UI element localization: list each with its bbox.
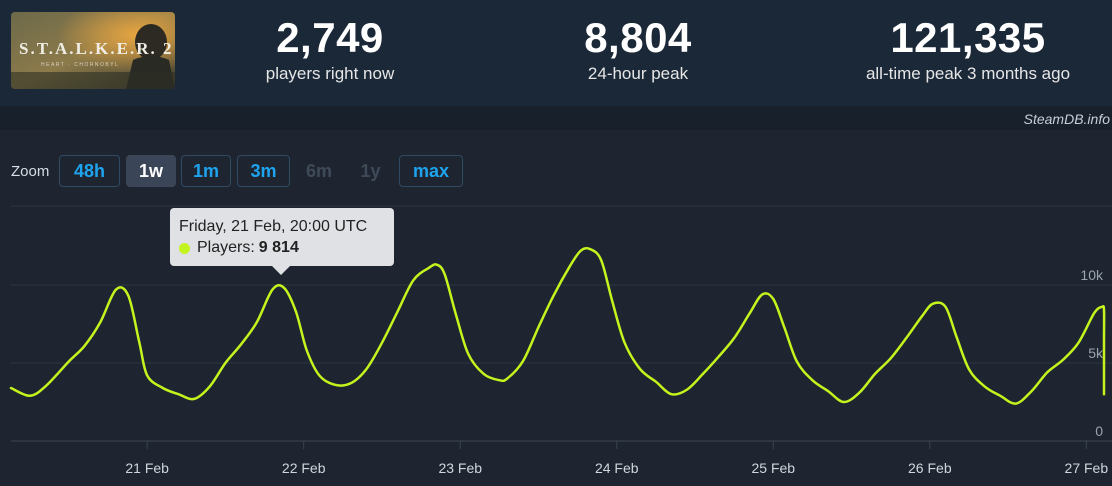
svg-text:S.T.A.L.K.E.R. 2: S.T.A.L.K.E.R. 2 — [19, 39, 174, 58]
x-tick-label: 27 Feb — [1065, 460, 1109, 476]
y-tick-label: 5k — [1088, 345, 1104, 361]
stat-players-now: 2,749 players right now — [230, 14, 430, 84]
y-tick-label: 0 — [1095, 423, 1103, 439]
zoom-1w-button[interactable]: 1w — [126, 155, 176, 187]
header-divider — [0, 106, 1112, 130]
stat-value: 8,804 — [584, 14, 692, 61]
x-tick-label: 26 Feb — [908, 460, 952, 476]
tooltip-row: Players: 9 814 — [179, 238, 394, 258]
gridlines — [11, 205, 1112, 442]
stat-all-time-peak: 121,335 all-time peak 3 months ago — [818, 14, 1112, 84]
x-tick-label: 22 Feb — [282, 460, 326, 476]
stat-24h-peak: 8,804 24-hour peak — [538, 14, 738, 84]
tooltip-series-label: Players: — [197, 239, 255, 256]
zoom-48h-button[interactable]: 48h — [59, 155, 120, 187]
y-tick-label: 10k — [1080, 267, 1104, 283]
chart-tooltip: Friday, 21 Feb, 20:00 UTC Players: 9 814 — [170, 208, 394, 275]
tooltip-value: 9 814 — [258, 239, 299, 256]
zoom-1m-button[interactable]: 1m — [181, 155, 231, 187]
y-axis: 0 5k 10k — [1080, 267, 1104, 439]
x-tick-label: 24 Feb — [595, 460, 639, 476]
game-logo[interactable]: S.T.A.L.K.E.R. 2 HEART · CHORNOBYL — [11, 12, 175, 89]
x-tick-label: 25 Feb — [751, 460, 795, 476]
svg-text:HEART · CHORNOBYL: HEART · CHORNOBYL — [41, 62, 119, 68]
x-axis: 21 Feb 22 Feb 23 Feb 24 Feb 25 Feb 26 Feb 27 F… — [125, 441, 1108, 476]
x-tick-label: 23 Feb — [438, 460, 482, 476]
stat-label: 24-hour peak — [587, 64, 689, 83]
player-count-chart[interactable]: 21 Feb 22 Feb 23 Feb 24 Feb 25 Feb 26 Feb 27 F… — [0, 130, 1112, 486]
stats-header: S.T.A.L.K.E.R. 2 HEART · CHORNOBYL 2,749… — [0, 0, 1112, 106]
stat-label: all-time peak 3 months ago — [865, 64, 1071, 83]
series-line-players[interactable] — [9, 246, 1106, 405]
steamdb-credit[interactable]: SteamDB.info — [1023, 111, 1110, 127]
series-dot-icon — [179, 242, 190, 254]
stat-value: 2,749 — [276, 14, 384, 61]
x-tick-label: 21 Feb — [125, 460, 169, 476]
stat-label: players right now — [265, 64, 395, 83]
tooltip-date: Friday, 21 Feb, 20:00 UTC — [179, 218, 368, 235]
zoom-max-button[interactable]: max — [399, 155, 463, 187]
zoom-label: Zoom — [11, 163, 50, 180]
zoom-1y-button: 1y — [360, 160, 381, 181]
stat-value: 121,335 — [890, 14, 1046, 61]
zoom-6m-button: 6m — [305, 160, 332, 181]
zoom-3m-button[interactable]: 3m — [237, 155, 290, 187]
